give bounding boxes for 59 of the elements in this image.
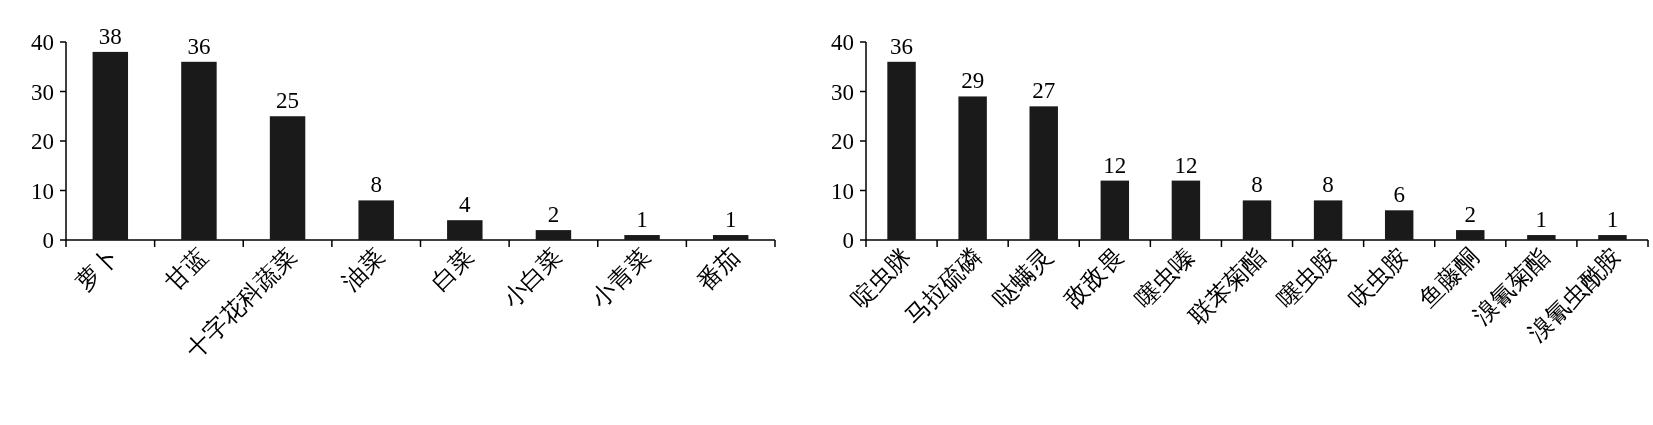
data-label: 8	[1322, 172, 1334, 198]
data-label: 25	[276, 88, 300, 114]
data-label: 27	[1032, 78, 1056, 104]
bar	[1313, 200, 1343, 240]
data-label: 1	[1535, 207, 1548, 233]
data-label: 2	[1464, 202, 1477, 228]
bar	[535, 230, 572, 240]
bar	[358, 200, 394, 240]
bar	[92, 51, 129, 240]
x-tick-label: 番茄	[691, 243, 745, 296]
data-label: 1	[636, 207, 648, 233]
y-tick-label: 10	[31, 178, 54, 204]
bar	[1171, 180, 1201, 240]
bar	[712, 235, 749, 240]
x-tick-label: 甘蓝	[160, 243, 213, 296]
data-label: 8	[1251, 172, 1263, 198]
data-label: 6	[1393, 182, 1405, 208]
bar	[887, 61, 916, 240]
bar	[269, 116, 306, 240]
x-tick-label: 敌敌畏	[1059, 243, 1129, 313]
y-tick-label: 40	[31, 30, 54, 55]
bar	[1527, 235, 1556, 240]
data-label: 4	[459, 192, 472, 218]
x-tick-label: 油菜	[337, 243, 390, 296]
data-label: 29	[961, 68, 985, 94]
bar	[1242, 200, 1272, 240]
y-tick-label: 0	[842, 228, 854, 253]
bar	[1100, 180, 1130, 240]
bar	[1456, 230, 1485, 240]
bar	[624, 235, 660, 240]
x-tick-label: 白菜	[426, 243, 479, 296]
data-label: 12	[1174, 152, 1198, 178]
y-tick-label: 40	[831, 30, 854, 55]
x-tick-label: 哒螨灵	[987, 243, 1058, 313]
y-tick-label: 30	[31, 79, 54, 105]
bar	[1384, 210, 1414, 240]
x-tick-label: 小白菜	[497, 243, 567, 313]
bar	[1029, 106, 1058, 240]
y-tick-label: 30	[831, 79, 854, 105]
bar	[447, 220, 483, 240]
data-label: 36	[890, 33, 914, 59]
data-label: 1	[1606, 207, 1619, 233]
y-tick-label: 0	[42, 228, 54, 253]
data-label: 2	[547, 202, 560, 228]
data-label: 36	[187, 33, 211, 59]
data-label: 1	[724, 207, 737, 233]
data-label: 12	[1103, 152, 1127, 178]
bar	[181, 61, 217, 240]
data-label: 38	[98, 23, 122, 49]
bar	[958, 96, 987, 240]
y-tick-label: 20	[31, 129, 54, 154]
x-tick-label: 小青菜	[586, 243, 656, 313]
y-tick-label: 10	[831, 178, 854, 204]
x-tick-label: 呋虫胺	[1343, 243, 1413, 313]
y-tick-label: 20	[831, 129, 854, 154]
data-label: 8	[370, 172, 382, 198]
bar	[1598, 235, 1627, 240]
x-tick-label: 噻虫胺	[1272, 243, 1342, 313]
x-tick-label: 萝卜	[71, 243, 124, 296]
